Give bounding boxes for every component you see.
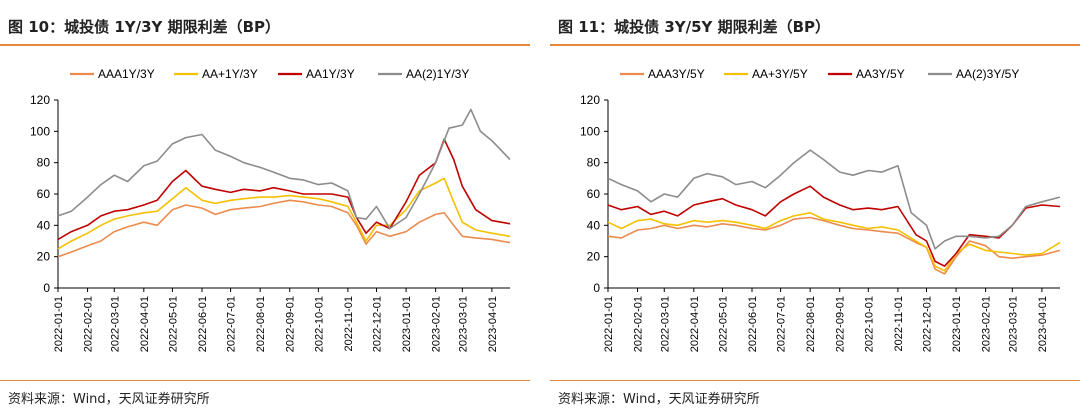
x-tick-label: 2023-02-01 bbox=[431, 296, 443, 352]
x-tick-label: 2022-02-01 bbox=[83, 296, 95, 352]
y-tick-label: 120 bbox=[30, 93, 50, 107]
source-divider bbox=[0, 380, 530, 381]
x-tick-label: 2022-08-01 bbox=[255, 296, 267, 352]
x-tick-label: 2022-10-01 bbox=[313, 296, 325, 352]
legend-label: AA1Y/3Y bbox=[306, 67, 355, 81]
y-tick-label: 40 bbox=[37, 218, 51, 232]
x-tick-label: 2023-02-01 bbox=[981, 296, 993, 352]
chart-title: 图 10：城投债 1Y/3Y 期限利差（BP） bbox=[8, 18, 281, 36]
y-tick-label: 80 bbox=[37, 156, 51, 170]
legend-label: AA(2)1Y/3Y bbox=[406, 67, 469, 81]
y-tick-label: 60 bbox=[587, 187, 601, 201]
y-tick-label: 100 bbox=[30, 124, 50, 138]
y-tick-label: 40 bbox=[587, 218, 601, 232]
x-tick-label: 2023-01-01 bbox=[951, 296, 963, 352]
series-line bbox=[57, 108, 511, 230]
x-tick-label: 2023-04-01 bbox=[1037, 296, 1049, 352]
y-tick-label: 100 bbox=[580, 124, 600, 138]
legend-label: AAA3Y/5Y bbox=[648, 67, 705, 81]
x-tick-label: 2022-01-01 bbox=[53, 296, 65, 352]
x-tick-label: 2022-06-01 bbox=[747, 296, 759, 352]
x-tick-label: 2023-04-01 bbox=[487, 296, 499, 352]
series-line bbox=[607, 149, 1061, 250]
chart-panel-3y5y: 图 11：城投债 3Y/5Y 期限利差（BP） 0 20 40 60 80 100 120 2… bbox=[550, 0, 1080, 414]
spread-line-chart-3y5y: 0 20 40 60 80 100 120 2022-01-01 2022-02-01 2022-… bbox=[580, 67, 1061, 352]
x-tick-label: 2023-03-01 bbox=[457, 296, 469, 352]
source-note: 资料来源：Wind，天风证券研究所 bbox=[8, 392, 210, 407]
x-tick-label: 2022-07-01 bbox=[776, 296, 788, 352]
y-tick-label: 60 bbox=[37, 187, 51, 201]
x-tick-label: 2022-06-01 bbox=[197, 296, 209, 352]
x-tick-label: 2022-05-01 bbox=[167, 296, 179, 352]
x-tick-label: 2022-03-01 bbox=[659, 296, 671, 352]
x-tick-label: 2022-03-01 bbox=[109, 296, 121, 352]
x-tick-label: 2022-02-01 bbox=[633, 296, 645, 352]
legend-label: AA+1Y/3Y bbox=[202, 67, 258, 81]
series-line bbox=[607, 212, 1061, 272]
x-tick-label: 2022-12-01 bbox=[921, 296, 933, 352]
series-line bbox=[607, 185, 1061, 267]
legend-label: AA(2)3Y/5Y bbox=[956, 67, 1019, 81]
x-tick-label: 2022-01-01 bbox=[603, 296, 615, 352]
y-tick-label: 80 bbox=[587, 156, 601, 170]
series-line bbox=[607, 216, 1061, 275]
series-line bbox=[57, 199, 511, 258]
chart-panel-1y3y: 图 10：城投债 1Y/3Y 期限利差（BP） 0 20 40 60 80 100 120 2… bbox=[0, 0, 530, 414]
spread-line-chart-1y3y: 0 20 40 60 80 100 120 2022-01-01 2022-02-01 2022-… bbox=[30, 67, 511, 352]
x-tick-label: 2022-11-01 bbox=[893, 296, 905, 351]
x-tick-label: 2022-08-01 bbox=[805, 296, 817, 352]
series-line bbox=[57, 177, 511, 250]
legend-label: AAA1Y/3Y bbox=[98, 67, 155, 81]
legend-label: AA+3Y/5Y bbox=[752, 67, 808, 81]
source-note: 资料来源：Wind，天风证券研究所 bbox=[558, 392, 760, 407]
x-tick-label: 2022-11-01 bbox=[343, 296, 355, 351]
y-tick-label: 0 bbox=[43, 281, 50, 295]
y-tick-label: 0 bbox=[593, 281, 600, 295]
x-tick-label: 2022-05-01 bbox=[717, 296, 729, 352]
title-divider bbox=[0, 44, 530, 46]
y-tick-label: 20 bbox=[37, 250, 51, 264]
x-tick-label: 2022-04-01 bbox=[689, 296, 701, 352]
title-divider bbox=[550, 44, 1080, 46]
x-tick-label: 2022-10-01 bbox=[863, 296, 875, 352]
source-divider bbox=[550, 380, 1080, 381]
x-tick-label: 2022-07-01 bbox=[226, 296, 238, 352]
series-line bbox=[57, 138, 511, 241]
x-tick-label: 2023-03-01 bbox=[1007, 296, 1019, 352]
y-tick-label: 120 bbox=[580, 93, 600, 107]
x-tick-label: 2022-09-01 bbox=[835, 296, 847, 352]
x-tick-label: 2022-12-01 bbox=[371, 296, 383, 352]
x-tick-label: 2022-04-01 bbox=[139, 296, 151, 352]
x-tick-label: 2023-01-01 bbox=[401, 296, 413, 352]
chart-title: 图 11：城投债 3Y/5Y 期限利差（BP） bbox=[558, 18, 831, 36]
y-tick-label: 20 bbox=[587, 250, 601, 264]
x-tick-label: 2022-09-01 bbox=[285, 296, 297, 352]
legend-label: AA3Y/5Y bbox=[856, 67, 905, 81]
